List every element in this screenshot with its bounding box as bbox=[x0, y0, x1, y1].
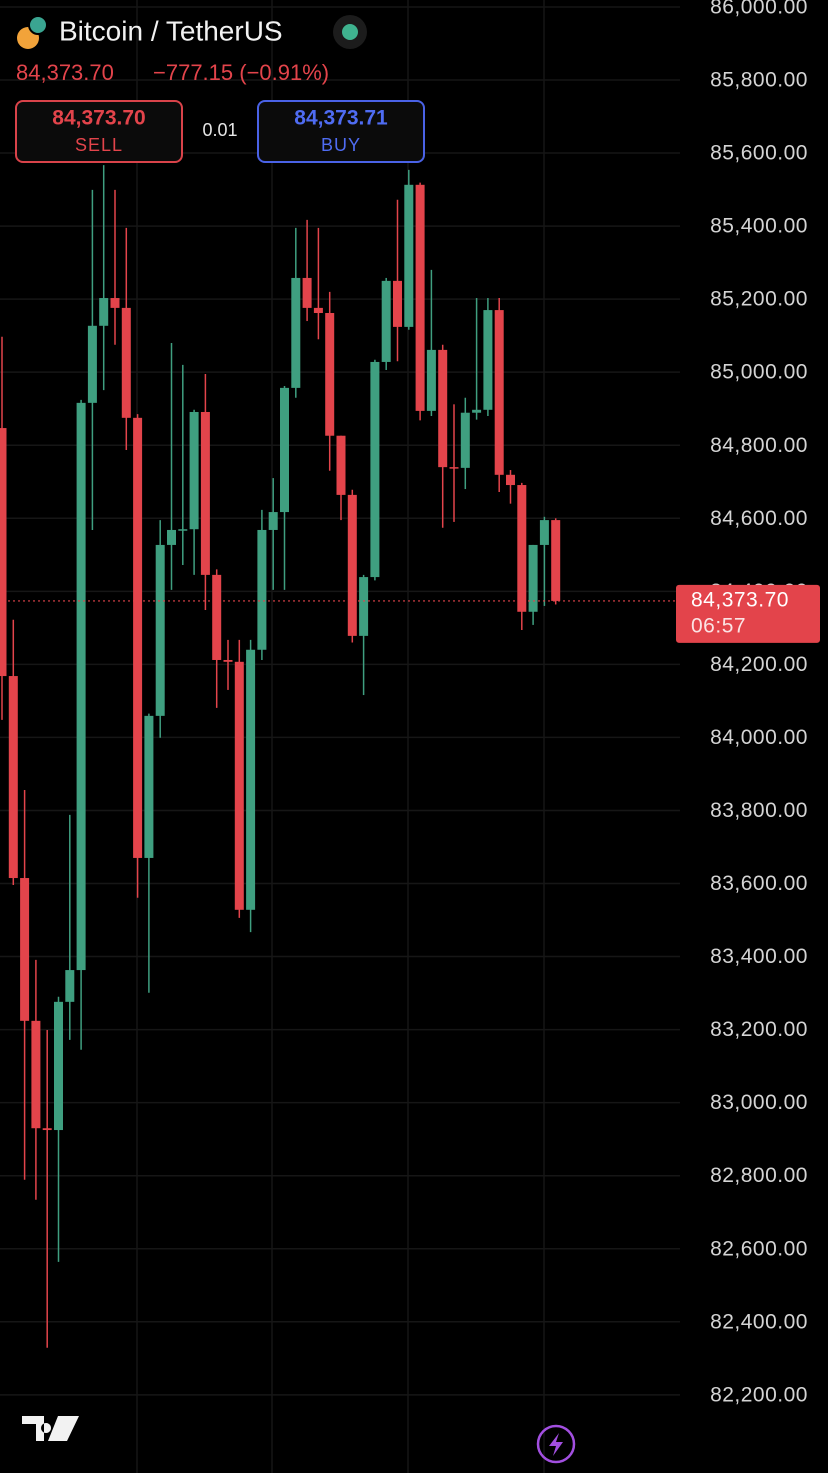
candle-body bbox=[257, 529, 267, 650]
candle-body bbox=[167, 529, 176, 545]
y-tick-label: 83,200.00 bbox=[710, 1018, 808, 1041]
candle-body bbox=[539, 520, 549, 545]
candle-body bbox=[438, 349, 448, 468]
candle-body bbox=[200, 411, 210, 575]
candle-body bbox=[551, 520, 561, 601]
candle-body bbox=[42, 1128, 52, 1131]
y-tick-label: 82,200.00 bbox=[710, 1383, 808, 1406]
y-tick-label: 82,400.00 bbox=[710, 1310, 808, 1333]
candle-body bbox=[178, 529, 188, 531]
candle-body bbox=[234, 661, 244, 910]
candle-body bbox=[246, 649, 256, 910]
y-tick-label: 85,000.00 bbox=[710, 361, 808, 384]
candle-body bbox=[460, 412, 470, 468]
candle-body bbox=[20, 878, 30, 1021]
candle-body bbox=[144, 715, 154, 858]
market-open-dot bbox=[342, 24, 358, 40]
candle-body bbox=[99, 298, 109, 326]
last-price: 84,373.70 bbox=[16, 60, 114, 85]
candle-body bbox=[76, 402, 86, 971]
candle-body bbox=[506, 474, 515, 486]
quantity[interactable]: 0.01 bbox=[202, 120, 237, 140]
countdown: 06:57 bbox=[691, 614, 746, 637]
candle-body bbox=[110, 298, 120, 308]
candle-body bbox=[325, 313, 335, 436]
candle-body bbox=[302, 277, 312, 308]
candle-body bbox=[359, 577, 369, 636]
sell-button[interactable] bbox=[15, 100, 183, 163]
candle-body bbox=[31, 1020, 41, 1129]
candle-body bbox=[381, 280, 391, 362]
candle-body bbox=[494, 310, 504, 475]
candle-body bbox=[404, 184, 414, 327]
candle-body bbox=[313, 307, 323, 314]
candle-body bbox=[347, 494, 357, 636]
candle-body bbox=[291, 277, 301, 388]
candle-body bbox=[280, 387, 289, 513]
buy-label: BUY bbox=[321, 135, 361, 155]
candle-body bbox=[133, 417, 143, 858]
candle-body bbox=[155, 544, 165, 716]
y-tick-label: 85,600.00 bbox=[710, 142, 808, 165]
candle-body bbox=[223, 659, 233, 662]
candle-body bbox=[268, 512, 278, 530]
candle-body bbox=[212, 574, 222, 660]
last-price-box bbox=[676, 584, 820, 643]
sell-label: SELL bbox=[75, 135, 123, 155]
y-tick-label: 83,800.00 bbox=[710, 799, 808, 822]
candle-body bbox=[426, 349, 436, 411]
candle-body bbox=[121, 307, 131, 418]
y-tick-label: 84,600.00 bbox=[710, 507, 808, 530]
candle-body bbox=[370, 361, 380, 578]
candle-body bbox=[8, 676, 18, 879]
candle-body bbox=[54, 1001, 63, 1131]
y-tick-label: 84,800.00 bbox=[710, 434, 808, 457]
candle-body bbox=[449, 467, 459, 469]
candles bbox=[0, 165, 676, 1348]
y-tick-label: 83,000.00 bbox=[710, 1091, 808, 1114]
price-change: −777.15 (−0.91%) bbox=[153, 60, 329, 85]
y-tick-label: 82,800.00 bbox=[710, 1164, 808, 1187]
y-tick-label: 83,600.00 bbox=[710, 872, 808, 895]
symbol-title: Bitcoin / TetherUS bbox=[59, 15, 283, 46]
last-price-label: 84,373.70 bbox=[691, 588, 789, 611]
flash-button[interactable] bbox=[536, 1424, 576, 1464]
y-tick-label: 84,000.00 bbox=[710, 726, 808, 749]
candle-body bbox=[517, 485, 527, 612]
candle-body bbox=[483, 310, 493, 410]
candle-body bbox=[415, 184, 425, 411]
overlay: Bitcoin / TetherUS 84,373.70 −777.15 (−0… bbox=[15, 0, 820, 1464]
tether-icon bbox=[28, 15, 48, 35]
y-tick-label: 86,000.00 bbox=[710, 0, 808, 18]
candle-body bbox=[336, 435, 346, 495]
candle-body bbox=[189, 411, 199, 530]
y-tick-label: 82,600.00 bbox=[710, 1237, 808, 1260]
candle-body bbox=[472, 409, 482, 413]
candle-body bbox=[528, 544, 538, 612]
candle-body bbox=[393, 280, 402, 327]
y-tick-label: 85,800.00 bbox=[710, 69, 808, 92]
tradingview-logo[interactable] bbox=[22, 1416, 79, 1441]
flash-icon bbox=[549, 1433, 563, 1456]
y-tick-label: 85,200.00 bbox=[710, 288, 808, 311]
candle-body bbox=[0, 428, 7, 677]
y-tick-label: 83,400.00 bbox=[710, 945, 808, 968]
candle-body bbox=[87, 325, 97, 403]
buy-price: 84,373.71 bbox=[294, 107, 388, 130]
buy-button[interactable] bbox=[257, 100, 425, 163]
y-tick-label: 84,200.00 bbox=[710, 653, 808, 676]
y-tick-label: 85,400.00 bbox=[710, 215, 808, 238]
candle-body bbox=[65, 970, 75, 1002]
sell-price: 84,373.70 bbox=[52, 107, 145, 130]
